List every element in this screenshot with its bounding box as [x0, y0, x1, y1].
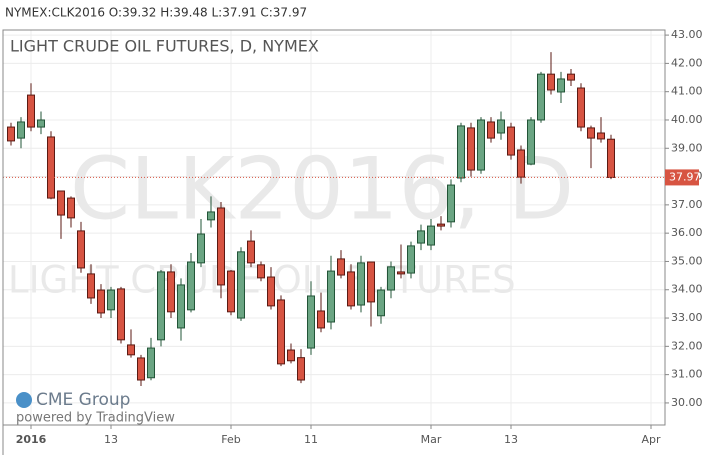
- candle-body: [27, 94, 35, 128]
- candle-body: [377, 289, 385, 317]
- candle-body: [187, 261, 195, 311]
- candle-body: [7, 126, 15, 142]
- candle-body: [597, 132, 605, 140]
- candle-body: [267, 276, 275, 307]
- candle-body: [417, 230, 425, 244]
- candle-body: [17, 121, 25, 139]
- candle-body: [37, 119, 45, 128]
- candle-body: [547, 73, 555, 91]
- candle-body: [487, 121, 495, 139]
- logo: CME Group powered by TradingView: [16, 390, 175, 426]
- candle-body: [467, 127, 475, 171]
- candle-body: [447, 184, 455, 223]
- y-tick-label: 35.00: [671, 254, 703, 267]
- candle-body: [537, 73, 545, 121]
- grid: [3, 30, 665, 425]
- y-tick-label: 33.00: [671, 311, 703, 324]
- candle-body: [97, 289, 105, 314]
- candles: [3, 52, 665, 386]
- y-tick-label: 30.00: [671, 396, 703, 409]
- candle-body: [107, 289, 115, 311]
- symbol-header: NYMEX:CLK2016 O:39.32 H:39.48 L:37.91 C:…: [5, 6, 307, 20]
- logo-text: CME Group: [36, 390, 130, 410]
- candle-body: [47, 136, 55, 199]
- candle-body: [437, 223, 445, 227]
- candle-body: [237, 251, 245, 319]
- candle-body: [607, 138, 615, 178]
- candle-body: [337, 258, 345, 276]
- candle-body: [327, 270, 335, 323]
- candle-body: [557, 78, 565, 93]
- candle-body: [247, 240, 255, 264]
- candle-body: [357, 262, 365, 306]
- candle-body: [307, 295, 315, 349]
- chart-title: LIGHT CRUDE OIL FUTURES, D, NYMEX: [10, 37, 319, 56]
- y-tick-label: 32.00: [671, 339, 703, 352]
- candle-body: [577, 87, 585, 128]
- y-tick-label: 34.00: [671, 283, 703, 296]
- candle-body: [137, 357, 145, 381]
- powered-by: powered by TradingView: [16, 411, 175, 426]
- candle-body: [507, 126, 515, 156]
- logo-icon: [16, 392, 32, 408]
- y-tick-label: 36.00: [671, 226, 703, 239]
- last-price-box: [665, 169, 699, 186]
- y-tick-label: 39.00: [671, 141, 703, 154]
- candle-body: [567, 73, 575, 81]
- candle-body: [257, 264, 265, 279]
- y-tick-label: 37.00: [671, 198, 703, 211]
- candle-body: [457, 125, 465, 179]
- y-tick-label: 31.00: [671, 368, 703, 381]
- x-tick-label: Mar: [421, 433, 442, 446]
- x-tick-label: 13: [504, 433, 518, 446]
- candle-body: [287, 349, 295, 362]
- candle-body: [347, 271, 355, 307]
- candle-body: [387, 266, 395, 291]
- candle-body: [147, 347, 155, 379]
- candle-body: [117, 288, 125, 341]
- x-tick-label: Apr: [641, 433, 661, 446]
- y-tick-label: 42.00: [671, 56, 703, 69]
- candle-body: [317, 310, 325, 329]
- y-tick-label: 43.00: [671, 28, 703, 41]
- x-tick-label: 2016: [16, 433, 47, 446]
- candle-body: [297, 357, 305, 381]
- candle-body: [397, 271, 405, 275]
- candle-body: [367, 261, 375, 303]
- candle-body: [517, 149, 525, 178]
- candle-body: [497, 119, 505, 134]
- last-price-label: 37.97: [669, 170, 701, 183]
- y-tick-label: 40.00: [671, 113, 703, 126]
- candle-body: [57, 190, 65, 216]
- watermark: CLK2016, D: [70, 139, 574, 239]
- candle-body: [157, 271, 165, 341]
- candle-body: [277, 299, 285, 365]
- candle-body: [77, 230, 85, 269]
- x-tick-label: 11: [304, 433, 318, 446]
- candle-body: [527, 119, 535, 165]
- candle-body: [207, 211, 215, 221]
- x-tick-label: 13: [104, 433, 118, 446]
- candle-body: [87, 273, 95, 299]
- candle-body: [217, 207, 225, 286]
- candle-body: [167, 271, 175, 313]
- candle-body: [127, 344, 135, 356]
- candle-body: [587, 127, 595, 139]
- candle-body: [177, 284, 185, 329]
- candle-body: [427, 225, 435, 246]
- y-tick-label: 41.00: [671, 85, 703, 98]
- x-tick-label: Feb: [221, 433, 240, 446]
- candle-body: [197, 233, 205, 264]
- candle-body: [227, 270, 235, 313]
- candle-body: [477, 119, 485, 171]
- candle-body: [407, 245, 415, 274]
- candle-body: [67, 197, 75, 219]
